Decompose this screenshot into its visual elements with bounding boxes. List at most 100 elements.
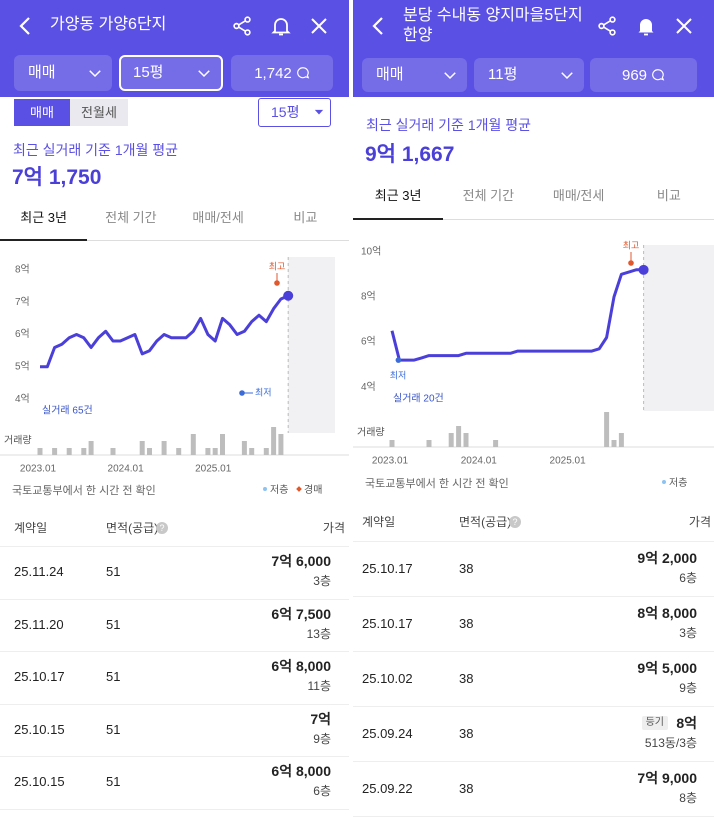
floor-value: 513동/3층	[644, 735, 697, 750]
period-tab[interactable]: 전체 기간	[105, 210, 157, 225]
column-header: 면적(공급)	[106, 521, 159, 535]
dropdown-chevron	[89, 70, 101, 78]
future-area	[288, 257, 335, 433]
volume-bar	[220, 434, 225, 455]
source-note: 국토교통부에서 한 시간 전 확인	[365, 478, 509, 490]
comment-icon	[296, 67, 310, 79]
size-select-arrow	[314, 109, 324, 115]
area-value: 51	[106, 721, 121, 737]
summary-label: 최근 실거래 기준 1개월 평균	[366, 117, 532, 133]
comment-count: 1,742	[254, 64, 292, 82]
alarm-button[interactable]	[269, 14, 293, 38]
volume-bar	[176, 448, 182, 455]
price-value: 7억 6,000	[271, 553, 331, 570]
share-button[interactable]	[596, 15, 618, 37]
count-wrap: 1,742	[231, 55, 333, 91]
volume-bar	[147, 448, 152, 455]
filter-box[interactable]: 15평	[119, 55, 223, 91]
filter-value: 매매	[376, 66, 404, 83]
y-tick-label: 6억	[361, 336, 376, 348]
filter-box[interactable]: 매매	[14, 55, 112, 91]
volume-bar	[426, 440, 432, 447]
volume-bar	[389, 440, 395, 447]
y-tick-label: 5억	[15, 360, 30, 372]
legend-marker	[296, 486, 302, 492]
high-label: 최고	[623, 240, 640, 250]
row-divider	[0, 756, 349, 757]
size-select[interactable]: 15평	[258, 98, 331, 127]
filter-value: 15평	[133, 64, 164, 81]
period-tab[interactable]: 비교	[293, 210, 318, 225]
volume-bar	[52, 448, 58, 455]
summary-price: 9억 1,667	[365, 143, 455, 166]
row-divider	[353, 596, 714, 597]
filter-box[interactable]: 매매	[362, 58, 467, 92]
y-tick-label: 10억	[361, 245, 381, 257]
column-header: 면적(공급)	[459, 515, 512, 529]
row-divider	[353, 761, 714, 762]
volume-bar	[81, 448, 87, 455]
period-tab[interactable]: 매매/전세	[192, 210, 244, 225]
future-area	[643, 245, 714, 411]
y-tick-label: 7억	[15, 296, 30, 308]
column-header: 계약일	[14, 521, 48, 535]
dropdown-chevron	[198, 70, 210, 78]
tab-divider	[0, 240, 349, 241]
period-tab[interactable]: 전체 기간	[462, 188, 515, 203]
area-value: 51	[106, 774, 121, 790]
contract-date: 25.09.22	[362, 780, 413, 796]
volume-bar	[110, 448, 116, 455]
x-tick-label: 2025.01	[550, 456, 587, 467]
tab-underline	[0, 239, 88, 241]
trade-count: 실거래 65건	[42, 405, 93, 417]
period-tab[interactable]: 매매/전세	[552, 188, 605, 203]
volume-bar	[448, 433, 454, 447]
alarm-button[interactable]	[634, 14, 658, 38]
back-button[interactable]	[14, 14, 38, 38]
area-value: 51	[106, 564, 121, 580]
close-button[interactable]	[307, 14, 331, 38]
help-icon[interactable]: ?	[156, 522, 168, 534]
share-button[interactable]	[231, 15, 253, 37]
dropdown-chevron	[561, 72, 573, 80]
back-button[interactable]	[367, 14, 391, 38]
volume-bar	[611, 440, 617, 447]
price-value: 9억 5,000	[637, 659, 697, 676]
deal-toggle[interactable]: 매매	[14, 99, 70, 126]
app-panel: 분당 수내동 양지마을5단지 한양 매매 11평 969 최근 실거래 기준 1개월 평…	[353, 0, 714, 817]
volume-label: 거래량	[4, 435, 32, 447]
period-tab[interactable]: 최근 3년	[374, 188, 422, 203]
filter-box[interactable]: 11평	[474, 58, 584, 92]
contract-date: 25.10.17	[14, 669, 65, 685]
floor-value: 9층	[313, 731, 331, 746]
price-value: 6억 7,500	[271, 605, 331, 622]
contract-date: 25.10.15	[14, 774, 65, 790]
close-button[interactable]	[672, 14, 696, 38]
contract-date: 25.10.17	[362, 615, 413, 631]
contract-date: 25.09.24	[362, 725, 413, 741]
size-select-value: 15평	[271, 104, 300, 120]
latest-point	[283, 290, 294, 301]
filter-box[interactable]: 969	[590, 58, 697, 92]
app-panel: 가양동 가양6단지 매매 15평 1,742 매매 전월세 15평 최근 실거래 기준 1개월…	[0, 0, 349, 817]
volume-bar	[212, 448, 218, 455]
x-tick-label: 2023.01	[20, 464, 57, 475]
area-value: 38	[459, 725, 474, 741]
floor-value: 11층	[307, 679, 332, 694]
low-label: 최저	[390, 370, 407, 380]
volume-bar	[271, 427, 277, 455]
help-icon[interactable]: ?	[509, 516, 521, 528]
floor-value: 3층	[679, 625, 697, 640]
price-value: 6억 8,000	[271, 658, 331, 675]
filter-box[interactable]: 1,742	[231, 55, 333, 91]
deal-toggle[interactable]: 전월세	[70, 99, 128, 126]
price-value: 8억 8,000	[637, 604, 697, 621]
volume-bar	[249, 448, 255, 455]
volume-bar	[241, 441, 247, 455]
period-tab[interactable]: 비교	[656, 188, 681, 203]
source-note: 국토교통부에서 한 시간 전 확인	[12, 485, 156, 497]
period-tab[interactable]: 최근 3년	[20, 210, 67, 225]
floor-value: 8층	[679, 790, 697, 805]
high-label: 최고	[269, 261, 286, 271]
